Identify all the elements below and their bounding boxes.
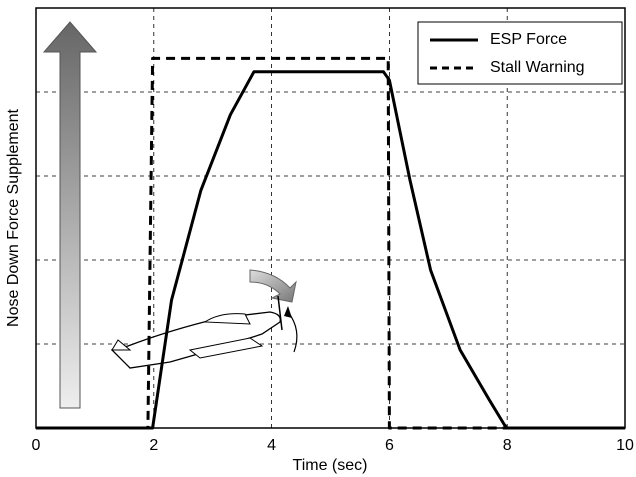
- y-axis-label: Nose Down Force Supplement: [5, 109, 22, 327]
- airplane-tail: [111, 339, 132, 351]
- x-tick-label: 4: [267, 437, 276, 454]
- airplane: [110, 311, 281, 369]
- plot-frame: [35, 7, 626, 429]
- x-tick-label: 10: [616, 437, 634, 454]
- rotation-arrowhead: [284, 306, 292, 318]
- airplane-wing: [188, 337, 264, 359]
- legend-box: [417, 21, 623, 85]
- illustration: [42, 21, 298, 409]
- x-tick-label: 8: [503, 437, 512, 454]
- pitch-arrow: [249, 269, 297, 303]
- airplane-canopy: [203, 313, 251, 325]
- propeller: [277, 295, 283, 331]
- legend: ESP Force Stall Warning: [417, 21, 623, 85]
- series-line: [36, 56, 625, 430]
- legend-label: ESP Force: [490, 31, 567, 48]
- force-arrow: [42, 21, 98, 409]
- x-tick-label: 2: [149, 437, 158, 454]
- x-tick-label: 0: [32, 437, 41, 454]
- plot-lines: [36, 56, 625, 430]
- rotation-arrow: [287, 311, 298, 353]
- x-axis-label: Time (sec): [293, 457, 368, 474]
- series-line: [36, 70, 625, 430]
- legend-label: Stall Warning: [490, 59, 585, 76]
- x-tick-label: 6: [385, 437, 394, 454]
